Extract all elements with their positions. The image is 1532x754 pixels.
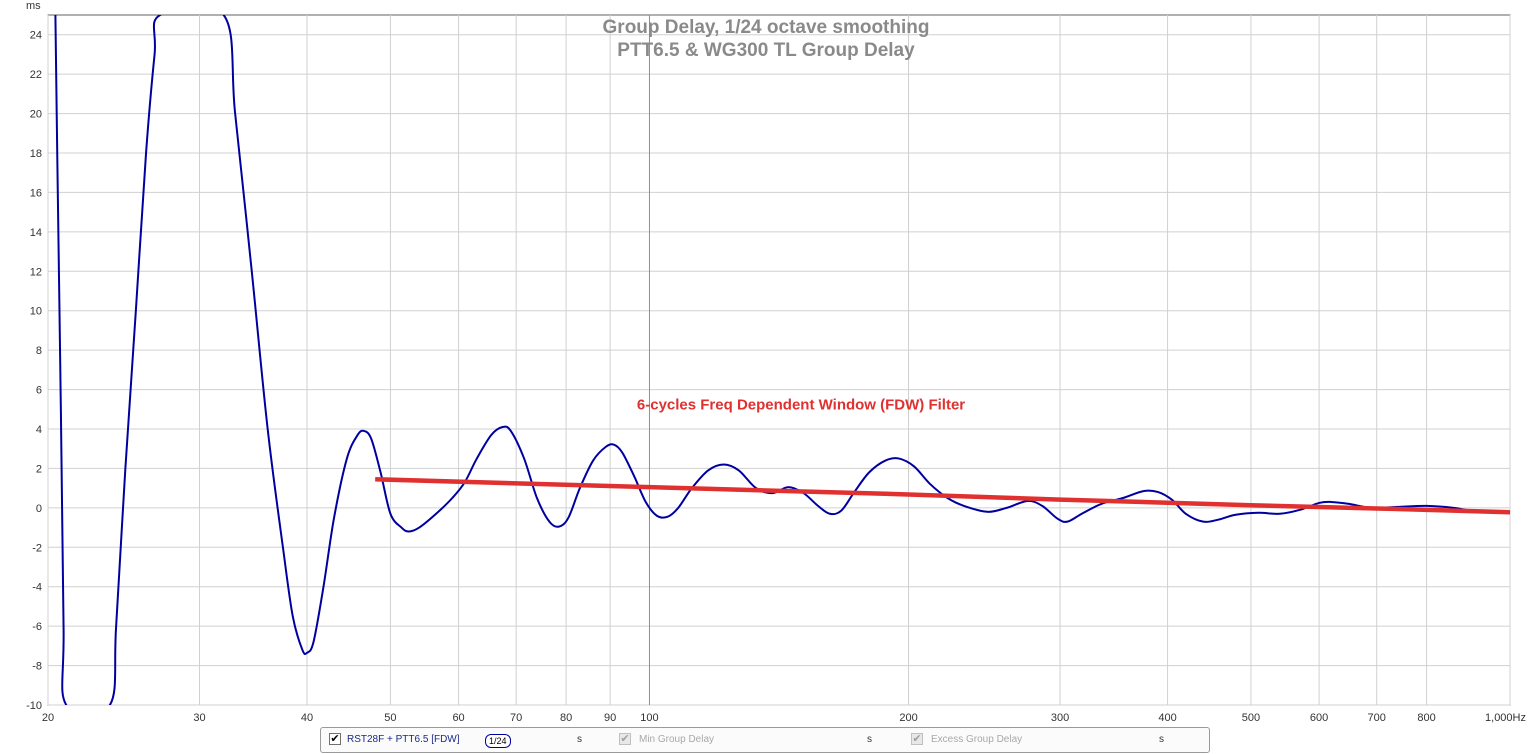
y-tick-label: 18 xyxy=(30,148,42,160)
trace-unit: s xyxy=(577,734,582,745)
fdw-filter-line xyxy=(375,477,1510,515)
fdw-annotation: 6-cycles Freq Dependent Window (FDW) Fil… xyxy=(637,396,965,413)
x-tick-label: 40 xyxy=(301,712,313,724)
x-tick-label: 600 xyxy=(1310,712,1328,724)
chart-subtitle: PTT6.5 & WG300 TL Group Delay xyxy=(617,40,915,61)
x-tick-label: 100 xyxy=(640,712,658,724)
excess-gd-checkbox[interactable]: ✔ xyxy=(911,733,923,745)
y-tick-label: 8 xyxy=(36,345,42,357)
y-tick-label: 2 xyxy=(36,463,42,475)
y-tick-label: 16 xyxy=(30,187,42,199)
x-tick-label: 700 xyxy=(1368,712,1386,724)
y-axis-unit-label: ms xyxy=(26,0,41,12)
x-tick-label: 20 xyxy=(42,712,54,724)
x-tick-label: 800 xyxy=(1417,712,1435,724)
y-tick-label: -6 xyxy=(32,621,42,633)
grid-lines xyxy=(47,15,1511,706)
legend-bar: ✔ RST28F + PTT6.5 [FDW] 1/24 s ✔ Min Gro… xyxy=(320,727,1210,753)
y-tick-label: -8 xyxy=(32,661,42,673)
excess-gd-unit: s xyxy=(1159,734,1164,745)
x-tick-label: 1,000Hz xyxy=(1485,712,1526,724)
x-tick-label: 60 xyxy=(452,712,464,724)
gd-trace-line xyxy=(54,15,1510,705)
y-tick-label: 22 xyxy=(30,69,42,81)
x-tick-label: 200 xyxy=(899,712,917,724)
x-tick-label: 30 xyxy=(193,712,205,724)
x-tick-label: 500 xyxy=(1242,712,1260,724)
y-tick-label: 6 xyxy=(36,385,42,397)
y-tick-label: 14 xyxy=(30,227,42,239)
series-layer xyxy=(54,15,1510,705)
x-tick-label: 50 xyxy=(384,712,396,724)
x-tick-label: 90 xyxy=(604,712,616,724)
y-tick-label: 24 xyxy=(30,30,42,42)
y-tick-label: 20 xyxy=(30,109,42,121)
y-tick-label: 0 xyxy=(36,503,42,515)
y-tick-label: -10 xyxy=(26,700,42,712)
x-tick-label: 80 xyxy=(560,712,572,724)
min-gd-unit: s xyxy=(867,734,872,745)
y-tick-label: 10 xyxy=(30,306,42,318)
smoothing-selector[interactable]: 1/24 xyxy=(485,734,511,748)
min-gd-checkbox[interactable]: ✔ xyxy=(619,733,631,745)
smoothing-value: 1/24 xyxy=(489,736,507,746)
trace-checkbox[interactable]: ✔ xyxy=(329,733,341,745)
x-tick-label: 400 xyxy=(1158,712,1176,724)
y-tick-label: 12 xyxy=(30,266,42,278)
trace-label: RST28F + PTT6.5 [FDW] xyxy=(347,734,460,745)
y-tick-label: -2 xyxy=(32,542,42,554)
x-axis-ticks: 20 30 40 50 60 70 80 90 100 200 300 400 500 600 700 800… xyxy=(42,712,1526,724)
x-tick-label: 70 xyxy=(510,712,522,724)
excess-gd-label: Excess Group Delay xyxy=(931,734,1023,745)
x-tick-label: 300 xyxy=(1051,712,1069,724)
y-tick-label: 4 xyxy=(36,424,42,436)
min-gd-label: Min Group Delay xyxy=(639,734,715,745)
chart-title: Group Delay, 1/24 octave smoothing xyxy=(603,17,930,38)
y-tick-label: -4 xyxy=(32,582,42,594)
